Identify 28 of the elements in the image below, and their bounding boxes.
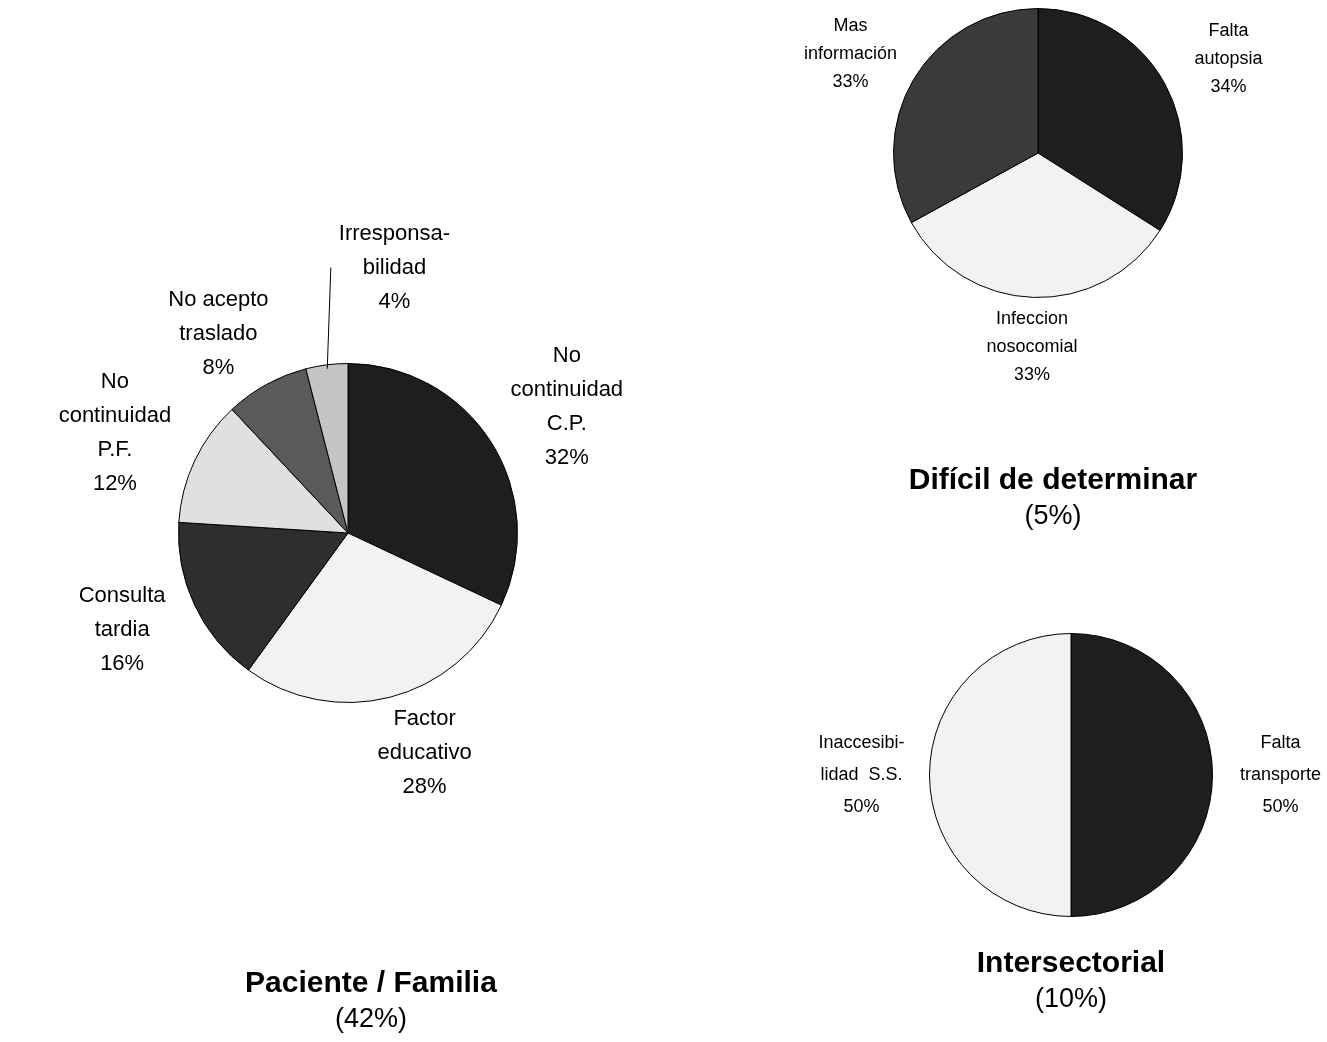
- slice-label: No continuidad P.F.: [58, 367, 172, 461]
- slice-label: No acepto traslado: [168, 285, 269, 345]
- slice-label: No continuidad C.P.: [510, 341, 624, 435]
- slice-label: Mas información: [804, 14, 898, 63]
- text: Intersectorial: [975, 944, 1167, 980]
- text: Paciente / Familia: [244, 964, 498, 1000]
- text: Difícil de determinar: [907, 461, 1199, 497]
- text: (42%): [334, 1002, 408, 1035]
- data-label: 50%: [843, 795, 880, 816]
- slice-label: Irresponsa- bilidad: [338, 219, 451, 279]
- slice-label: Falta transporte: [1239, 731, 1322, 784]
- text: (5%): [1023, 499, 1083, 532]
- slice-label: Factor educativo: [377, 705, 472, 765]
- data-label: 28%: [402, 773, 447, 799]
- data-label: 33%: [832, 70, 869, 91]
- slice-label: Infeccion nosocomial: [986, 308, 1078, 357]
- data-label: 32%: [544, 443, 589, 469]
- data-label: 8%: [202, 353, 235, 379]
- data-label: 34%: [1210, 76, 1247, 97]
- data-label: 4%: [378, 287, 411, 313]
- slice-label: Falta autopsia: [1194, 20, 1264, 69]
- data-label: 50%: [1262, 795, 1299, 816]
- slice-label: Inaccesibi- lidad S.S.: [818, 731, 905, 784]
- data-label: 16%: [100, 649, 145, 675]
- data-label: 12%: [92, 469, 137, 495]
- data-label: 33%: [1013, 364, 1050, 385]
- slice-label: Consulta tardia: [78, 581, 167, 641]
- text: (10%): [1034, 982, 1108, 1015]
